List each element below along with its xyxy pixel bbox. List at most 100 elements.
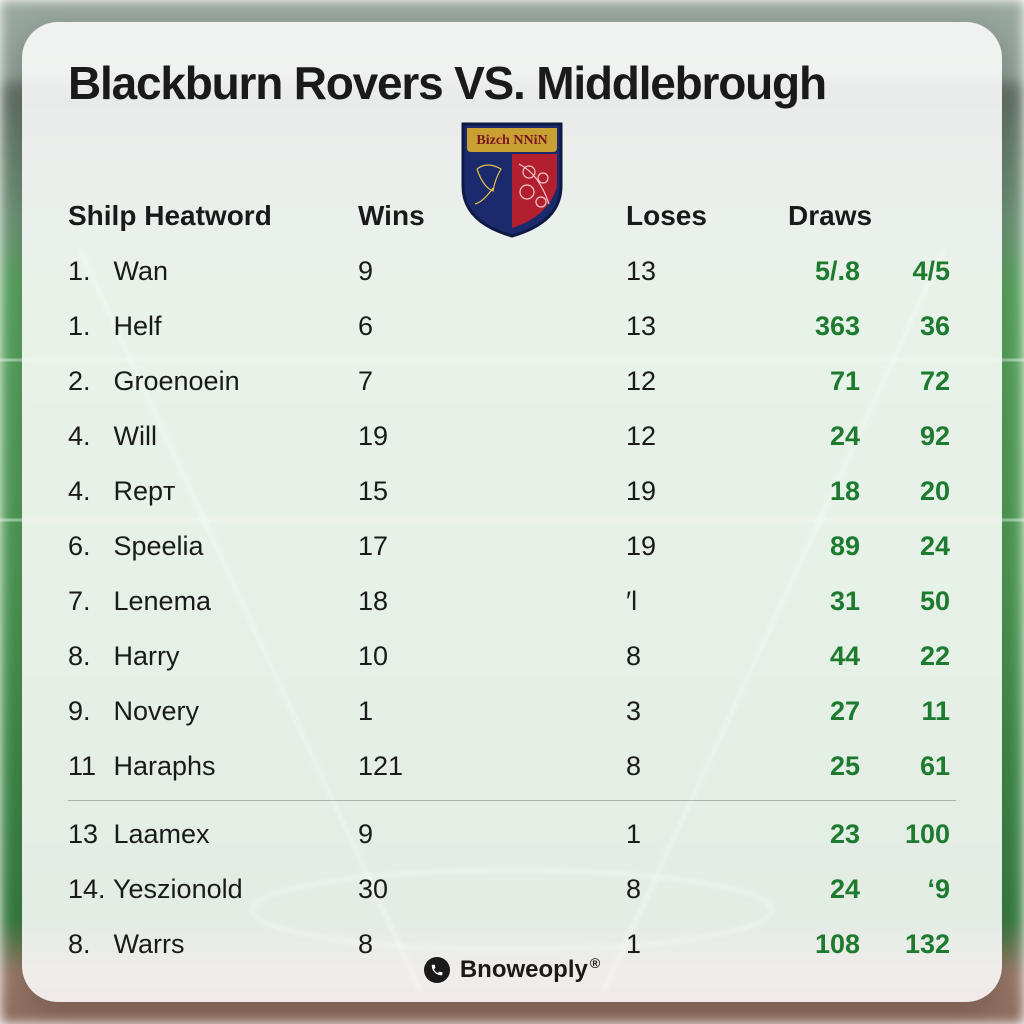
wins-cell: 121	[358, 751, 488, 782]
draws-cell-1: 363	[776, 311, 866, 342]
draws-cell-1: 5/.8	[776, 256, 866, 287]
draws-cell-2: 4/5	[866, 256, 956, 287]
rank-name: 6. Speelia	[68, 531, 358, 562]
draws-cell-2: 24	[866, 531, 956, 562]
draws-cell-1: 31	[776, 586, 866, 617]
draws-cell-2: ʻ9	[866, 874, 956, 905]
wins-cell: 30	[358, 874, 488, 905]
loses-cell: 13	[626, 311, 776, 342]
loses-cell: 12	[626, 421, 776, 452]
rank: 9.	[68, 696, 106, 727]
player-name: Harry	[106, 641, 180, 671]
table-row: 14. Yeszionold30824ʻ9	[68, 862, 956, 917]
table-row: 1. Helf61336336	[68, 299, 956, 354]
table-row: 8. Harry1084422	[68, 629, 956, 684]
col-name: Shilp Heatword	[68, 200, 358, 238]
rank-name: 8. Harry	[68, 641, 358, 672]
player-name: Yeszionold	[106, 874, 243, 904]
wins-cell: 10	[358, 641, 488, 672]
draws-cell-1: 44	[776, 641, 866, 672]
rank: 14.	[68, 874, 106, 905]
table-row: 1. Wan9 135/.84/5	[68, 244, 956, 299]
rank: 8.	[68, 641, 106, 672]
wins-cell: 9	[358, 819, 488, 850]
rank: 2.	[68, 366, 106, 397]
rank-name: 4. Repᴛ	[68, 476, 358, 507]
rank: 1.	[68, 311, 106, 342]
crest-text: Bizch NNiN	[476, 133, 547, 148]
draws-cell-2: 61	[866, 751, 956, 782]
rank-name: 4. Will	[68, 421, 358, 452]
draws-cell-1: 24	[776, 874, 866, 905]
table-row: 11 Haraphs 121 82561	[68, 739, 956, 794]
stats-card: Blackburn Rovers VS. Middlebrough Shilp …	[22, 22, 1002, 1002]
team-crest: Bizch NNiN	[457, 114, 567, 238]
player-name: Haraphs	[106, 751, 216, 781]
wins-cell: 1	[358, 696, 488, 727]
loses-cell: 19	[626, 476, 776, 507]
draws-cell-1: 25	[776, 751, 866, 782]
player-name: Will	[106, 421, 157, 451]
rank: 4.	[68, 476, 106, 507]
player-name: Lenema	[106, 586, 211, 616]
brand-name: Bnoweoply®	[460, 955, 600, 984]
table-row: 9. Novery132711	[68, 684, 956, 739]
wins-cell: 7	[358, 366, 488, 397]
player-name: Repᴛ	[106, 476, 175, 506]
player-name: Novery	[106, 696, 199, 726]
draws-cell-2: 92	[866, 421, 956, 452]
rank-name: 13 Laamex	[68, 819, 358, 850]
rank: 11	[68, 751, 106, 782]
wins-cell: 17	[358, 531, 488, 562]
col-loses: Loses	[626, 200, 776, 238]
player-name: Wan	[106, 256, 168, 286]
table-row: 4. Will19122492	[68, 409, 956, 464]
table-body: 1. Wan9135/.84/51. Helf613363362. Groeno…	[68, 244, 956, 972]
loses-cell: 8	[626, 874, 776, 905]
draws-cell-1: 71	[776, 366, 866, 397]
draws-cell-1: 18	[776, 476, 866, 507]
player-name: Speelia	[106, 531, 204, 561]
group-divider	[68, 800, 956, 801]
draws-cell-1: 27	[776, 696, 866, 727]
wins-cell: 15	[358, 476, 488, 507]
rank: 7.	[68, 586, 106, 617]
draws-cell-2: 100	[866, 819, 956, 850]
brand-footer: Bnoweoply®	[22, 955, 1002, 984]
wins-cell: 19	[358, 421, 488, 452]
draws-cell-2: 50	[866, 586, 956, 617]
table-header: Shilp Heatword Wins Loses Draws Bizch NN…	[68, 118, 956, 238]
table-row: 4. Repᴛ15191820	[68, 464, 956, 519]
rank: 4.	[68, 421, 106, 452]
loses-cell: 3	[626, 696, 776, 727]
loses-cell: 13	[626, 256, 776, 287]
col-draws: Draws	[776, 200, 956, 238]
player-name: Helf	[106, 311, 162, 341]
table-row: 2. Groenoein7127172	[68, 354, 956, 409]
draws-cell-1: 23	[776, 819, 866, 850]
table-row: 13 Laamex9 123100	[68, 807, 956, 862]
loses-cell: 8	[626, 751, 776, 782]
draws-cell-2: 36	[866, 311, 956, 342]
loses-cell: 19	[626, 531, 776, 562]
rank: 6.	[68, 531, 106, 562]
draws-cell-1: 24	[776, 421, 866, 452]
draws-cell-2: 72	[866, 366, 956, 397]
rank-name: 1. Helf	[68, 311, 358, 342]
table-row: 7. Lenema 18 ′l3150	[68, 574, 956, 629]
draws-cell-2: 11	[866, 696, 956, 727]
player-name: Laamex	[106, 819, 210, 849]
draws-cell-2: 20	[866, 476, 956, 507]
rank-name: 14. Yeszionold	[68, 874, 358, 905]
player-name: Groenoein	[106, 366, 240, 396]
rank-name: 9. Novery	[68, 696, 358, 727]
loses-cell: 1	[626, 819, 776, 850]
draws-cell-1: 89	[776, 531, 866, 562]
page-title: Blackburn Rovers VS. Middlebrough	[68, 56, 956, 110]
loses-cell: ′l	[626, 586, 776, 617]
wins-cell: 9	[358, 256, 488, 287]
rank-name: 2. Groenoein	[68, 366, 358, 397]
wins-cell: 18	[358, 586, 488, 617]
wins-cell: 6	[358, 311, 488, 342]
rank-name: 1. Wan	[68, 256, 358, 287]
